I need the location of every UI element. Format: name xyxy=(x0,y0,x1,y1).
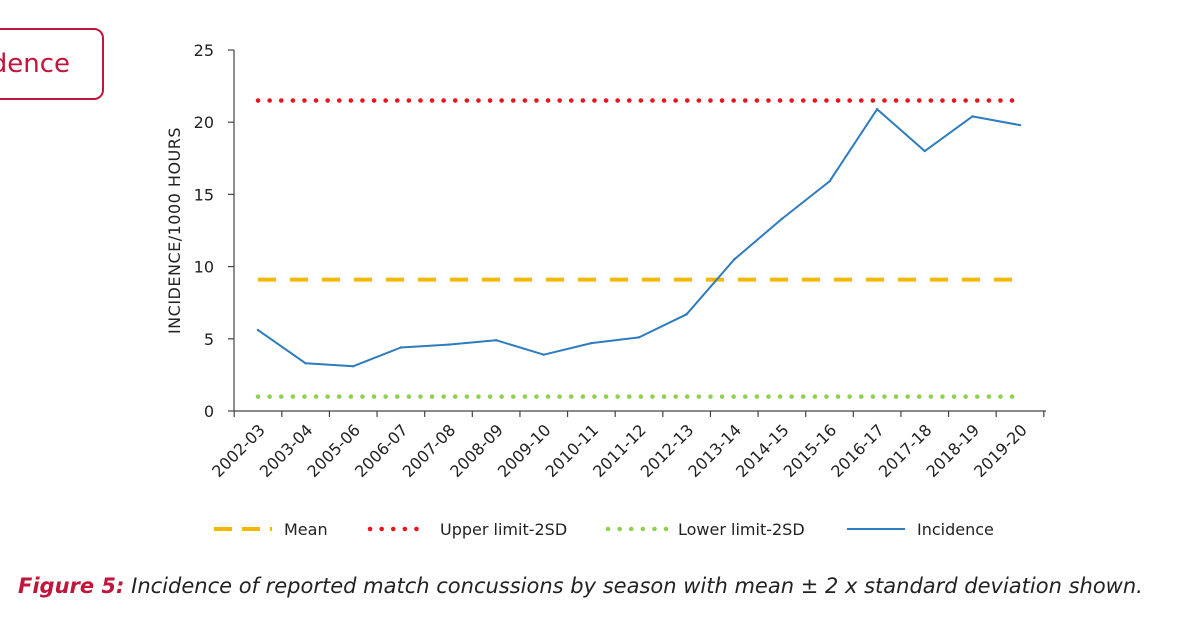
data-point xyxy=(494,339,498,342)
legend-label: Lower limit-2SD xyxy=(678,520,805,539)
data-point xyxy=(685,313,688,316)
y-axis-label: INCIDENCE/1000 HOURS xyxy=(165,127,184,334)
x-tick-label: 2019-20 xyxy=(970,420,1031,481)
y-tick-label: 20 xyxy=(194,113,214,132)
data-point xyxy=(542,353,545,356)
y-tick-label: 25 xyxy=(194,41,214,60)
data-point xyxy=(923,149,926,153)
section-badge: dence xyxy=(0,28,104,100)
data-point xyxy=(352,365,355,368)
data-point xyxy=(399,346,403,349)
data-point xyxy=(304,362,307,365)
legend-label: Upper limit-2SD xyxy=(440,520,567,539)
data-point xyxy=(447,343,450,346)
data-point xyxy=(590,341,593,345)
section-badge-label: dence xyxy=(0,49,70,79)
data-point xyxy=(637,336,641,339)
data-point xyxy=(733,258,736,261)
legend-label: Mean xyxy=(284,520,328,539)
y-tick-label: 0 xyxy=(204,402,214,421)
y-tick-label: 10 xyxy=(194,258,214,277)
figure-caption-text: Incidence of reported match concussions … xyxy=(124,574,1143,598)
data-point xyxy=(256,328,260,332)
y-tick-label: 15 xyxy=(194,185,214,204)
legend-label: Incidence xyxy=(917,520,994,539)
y-tick-label: 5 xyxy=(204,330,214,349)
data-point xyxy=(780,217,784,221)
data-point xyxy=(875,108,879,111)
figure-caption: Figure 5: Incidence of reported match co… xyxy=(18,574,1143,598)
series-line-incidence xyxy=(257,108,1021,368)
figure-caption-label: Figure 5: xyxy=(18,574,125,598)
data-point xyxy=(971,115,974,118)
data-point xyxy=(828,180,831,183)
data-point xyxy=(1018,123,1022,127)
